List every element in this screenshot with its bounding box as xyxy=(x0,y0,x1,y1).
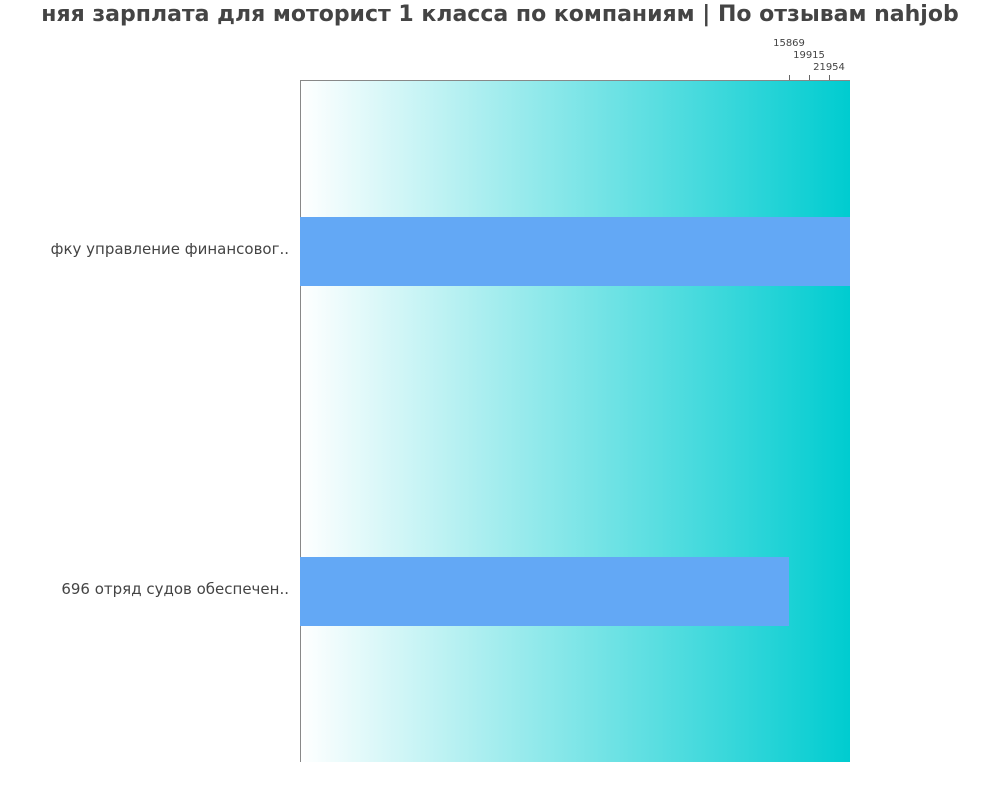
bar xyxy=(300,557,789,626)
plot-area xyxy=(300,80,850,762)
x-axis-line xyxy=(300,80,850,81)
tick-mark xyxy=(809,75,810,80)
category-label: фку управление финансовог.. xyxy=(50,240,289,258)
tick-label: 15869 xyxy=(773,38,805,49)
tick-mark xyxy=(829,75,830,80)
bar xyxy=(300,217,850,286)
chart-title: няя зарплата для моторист 1 класса по ко… xyxy=(41,2,959,27)
category-label: 696 отряд судов обеспечен.. xyxy=(61,580,289,598)
tick-label: 21954 xyxy=(813,62,845,73)
y-axis-line xyxy=(300,80,301,762)
tick-mark xyxy=(789,75,790,80)
tick-label: 19915 xyxy=(793,50,825,61)
